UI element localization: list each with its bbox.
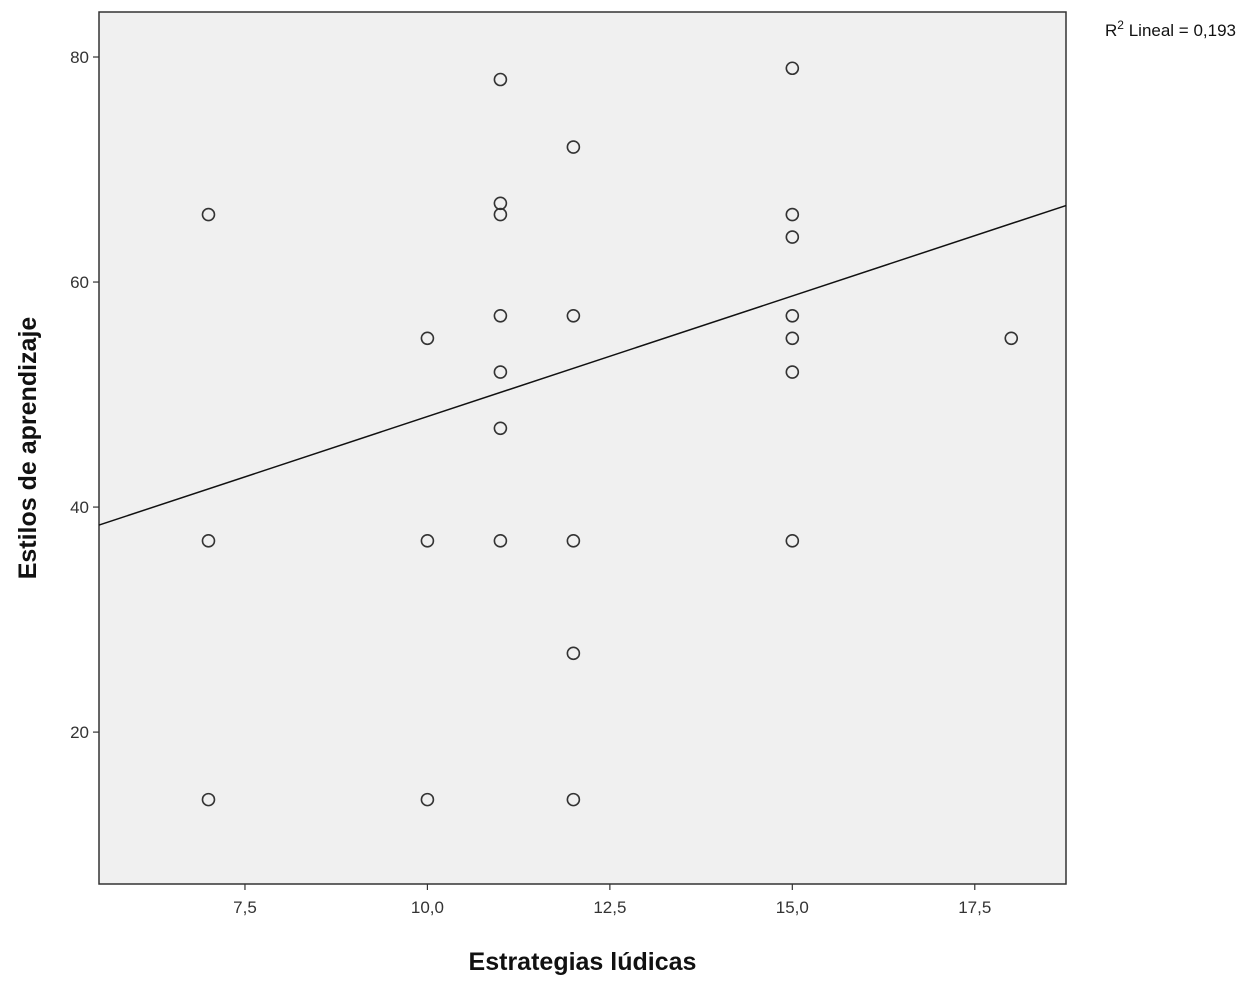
x-tick-label: 7,5 [233, 898, 257, 917]
x-tick-label: 10,0 [411, 898, 444, 917]
r2-prefix: R [1105, 21, 1117, 40]
r2-annotation: R2 Lineal = 0,193 [1105, 18, 1236, 40]
plot-area [99, 12, 1066, 884]
x-axis-title: Estrategias lúdicas [469, 948, 697, 976]
y-axis-title: Estilos de aprendizaje [14, 317, 42, 580]
x-tick-label: 17,5 [958, 898, 991, 917]
y-axis: 20 40 60 80 [70, 48, 99, 742]
y-tick-label: 20 [70, 723, 89, 742]
y-tick-label: 60 [70, 273, 89, 292]
x-axis: 7,5 10,0 12,5 15,0 17,5 [233, 884, 991, 917]
x-tick-label: 15,0 [776, 898, 809, 917]
y-tick-label: 40 [70, 498, 89, 517]
r2-text: Lineal = 0,193 [1124, 21, 1236, 40]
x-tick-label: 12,5 [593, 898, 626, 917]
y-tick-label: 80 [70, 48, 89, 67]
